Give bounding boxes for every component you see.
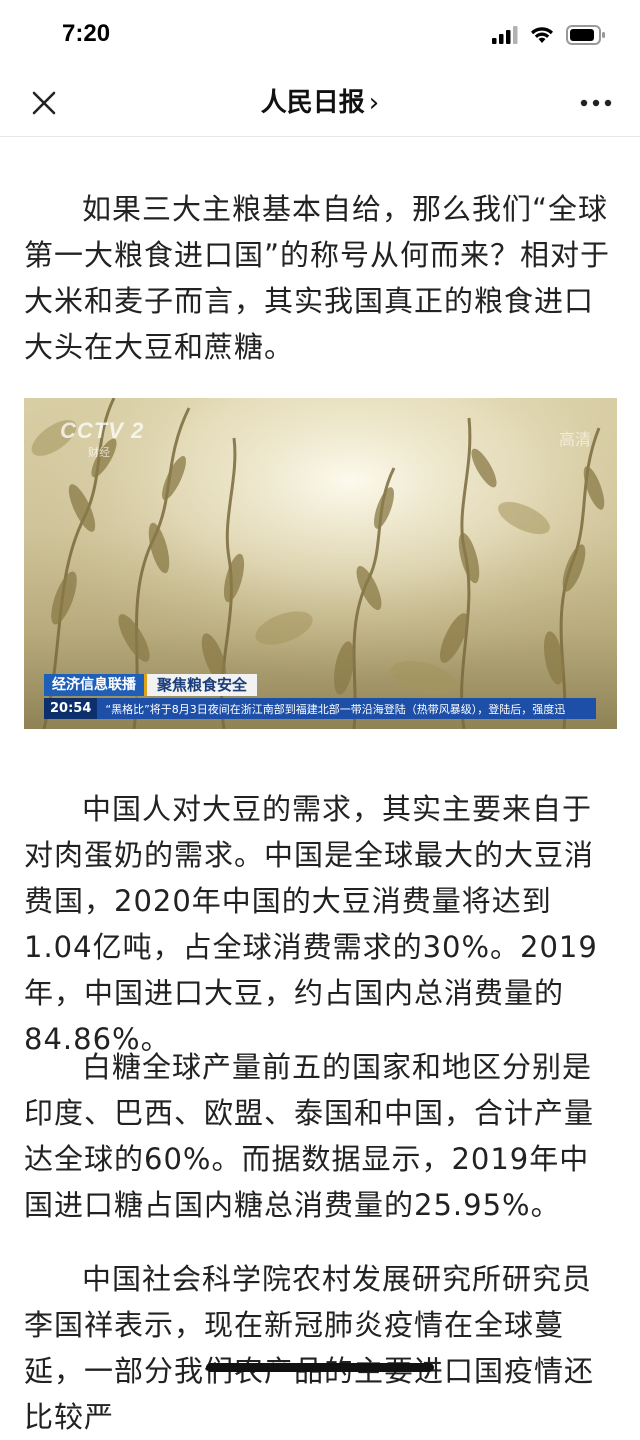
status-bar: 7:20 [0, 0, 640, 70]
account-title-link[interactable]: 人民日报 › [0, 87, 640, 119]
channel-sub-label: 财经 [88, 446, 110, 459]
article-paragraph: 中国人对大豆的需求，其实主要来自于对肉蛋奶的需求。中国是全球最大的大豆消费国，2… [24, 792, 598, 1056]
status-time: 7:20 [62, 20, 111, 47]
home-indicator[interactable] [206, 1363, 434, 1372]
topic-label: 聚焦粮食安全 [144, 674, 258, 696]
hd-mark: 高清 [558, 430, 591, 449]
signal-icon [492, 26, 518, 44]
more-icon[interactable] [580, 98, 612, 108]
chevron-right-icon: › [368, 88, 380, 118]
lower-third: 经济信息联播 聚焦粮食安全 [44, 674, 258, 696]
article-paragraph: 如果三大主粮基本自给，那么我们“全球第一大粮食进口国”的称号从何而来？相对于大米… [24, 192, 611, 364]
program-label: 经济信息联播 [44, 674, 144, 696]
battery-icon [566, 25, 605, 45]
ticker-time: 20:54 [44, 698, 98, 719]
channel-logo: CCTV 2 [60, 418, 145, 443]
article-image[interactable]: CCTV 2 财经 高清 经济信息联播 聚焦粮食安全 20:54 “黑格比”将于… [24, 398, 617, 729]
nav-bar: 人民日报 › [0, 70, 640, 137]
account-title: 人民日报 [260, 88, 365, 118]
news-ticker: 20:54 “黑格比”将于8月3日夜间在浙江南部到福建北部一带沿海登陆（热带风暴… [44, 698, 596, 719]
soybean-field-illustration [24, 398, 617, 729]
status-icons [492, 24, 606, 46]
article-paragraph: 白糖全球产量前五的国家和地区分别是印度、巴西、欧盟、泰国和中国，合计产量达全球的… [24, 1050, 595, 1222]
wifi-icon [531, 27, 553, 43]
close-icon[interactable] [28, 87, 60, 119]
ticker-text: “黑格比”将于8月3日夜间在浙江南部到福建北部一带沿海登陆（热带风暴级），登陆后… [105, 702, 566, 716]
article-paragraph: 中国社会科学院农村发展研究所研究员李国祥表示，现在新冠肺炎疫情在全球蔓延，一部分… [24, 1262, 595, 1434]
